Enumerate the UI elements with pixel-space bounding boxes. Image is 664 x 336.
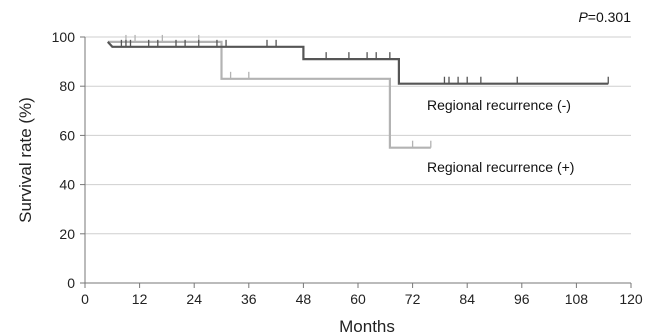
y-tick-label-80: 80 xyxy=(59,78,75,94)
x-tick-label-0: 0 xyxy=(81,291,89,307)
y-tick-label-20: 20 xyxy=(59,226,75,242)
survival-curves xyxy=(106,40,609,149)
p-value-number: =0.301 xyxy=(588,9,631,25)
y-tick-label-40: 40 xyxy=(59,177,75,193)
p-value-label: P=0.301 xyxy=(578,9,631,25)
x-tick-label-72: 72 xyxy=(405,291,421,307)
x-tick-label-48: 48 xyxy=(296,291,312,307)
y-axis-title: Survival rate (%) xyxy=(16,97,35,223)
survival-curve-series-0 xyxy=(106,41,609,85)
x-tick-label-84: 84 xyxy=(459,291,475,307)
x-axis-title: Months xyxy=(339,317,395,336)
series-label-regional-recurrence-positive: Regional recurrence (+) xyxy=(427,159,574,175)
x-tick-labels: 0 12 24 36 48 60 72 84 96 108 120 xyxy=(81,291,643,307)
series-label-regional-recurrence-negative: Regional recurrence (-) xyxy=(427,97,571,113)
x-tick-label-60: 60 xyxy=(350,291,366,307)
y-tick-label-100: 100 xyxy=(52,29,76,45)
gridlines xyxy=(85,36,631,235)
censor-marks xyxy=(120,34,609,148)
x-tick-label-96: 96 xyxy=(514,291,530,307)
axes xyxy=(80,36,632,288)
y-tick-label-60: 60 xyxy=(59,127,75,143)
y-tick-label-0: 0 xyxy=(67,275,75,291)
x-tick-label-36: 36 xyxy=(241,291,257,307)
x-tick-label-120: 120 xyxy=(619,291,643,307)
x-tick-label-108: 108 xyxy=(565,291,589,307)
y-tick-labels: 0 20 40 60 80 100 xyxy=(52,29,76,291)
survival-curve-series-1 xyxy=(107,40,431,149)
x-tick-label-24: 24 xyxy=(186,291,202,307)
p-value-prefix: P xyxy=(578,9,588,25)
x-tick-label-12: 12 xyxy=(132,291,148,307)
